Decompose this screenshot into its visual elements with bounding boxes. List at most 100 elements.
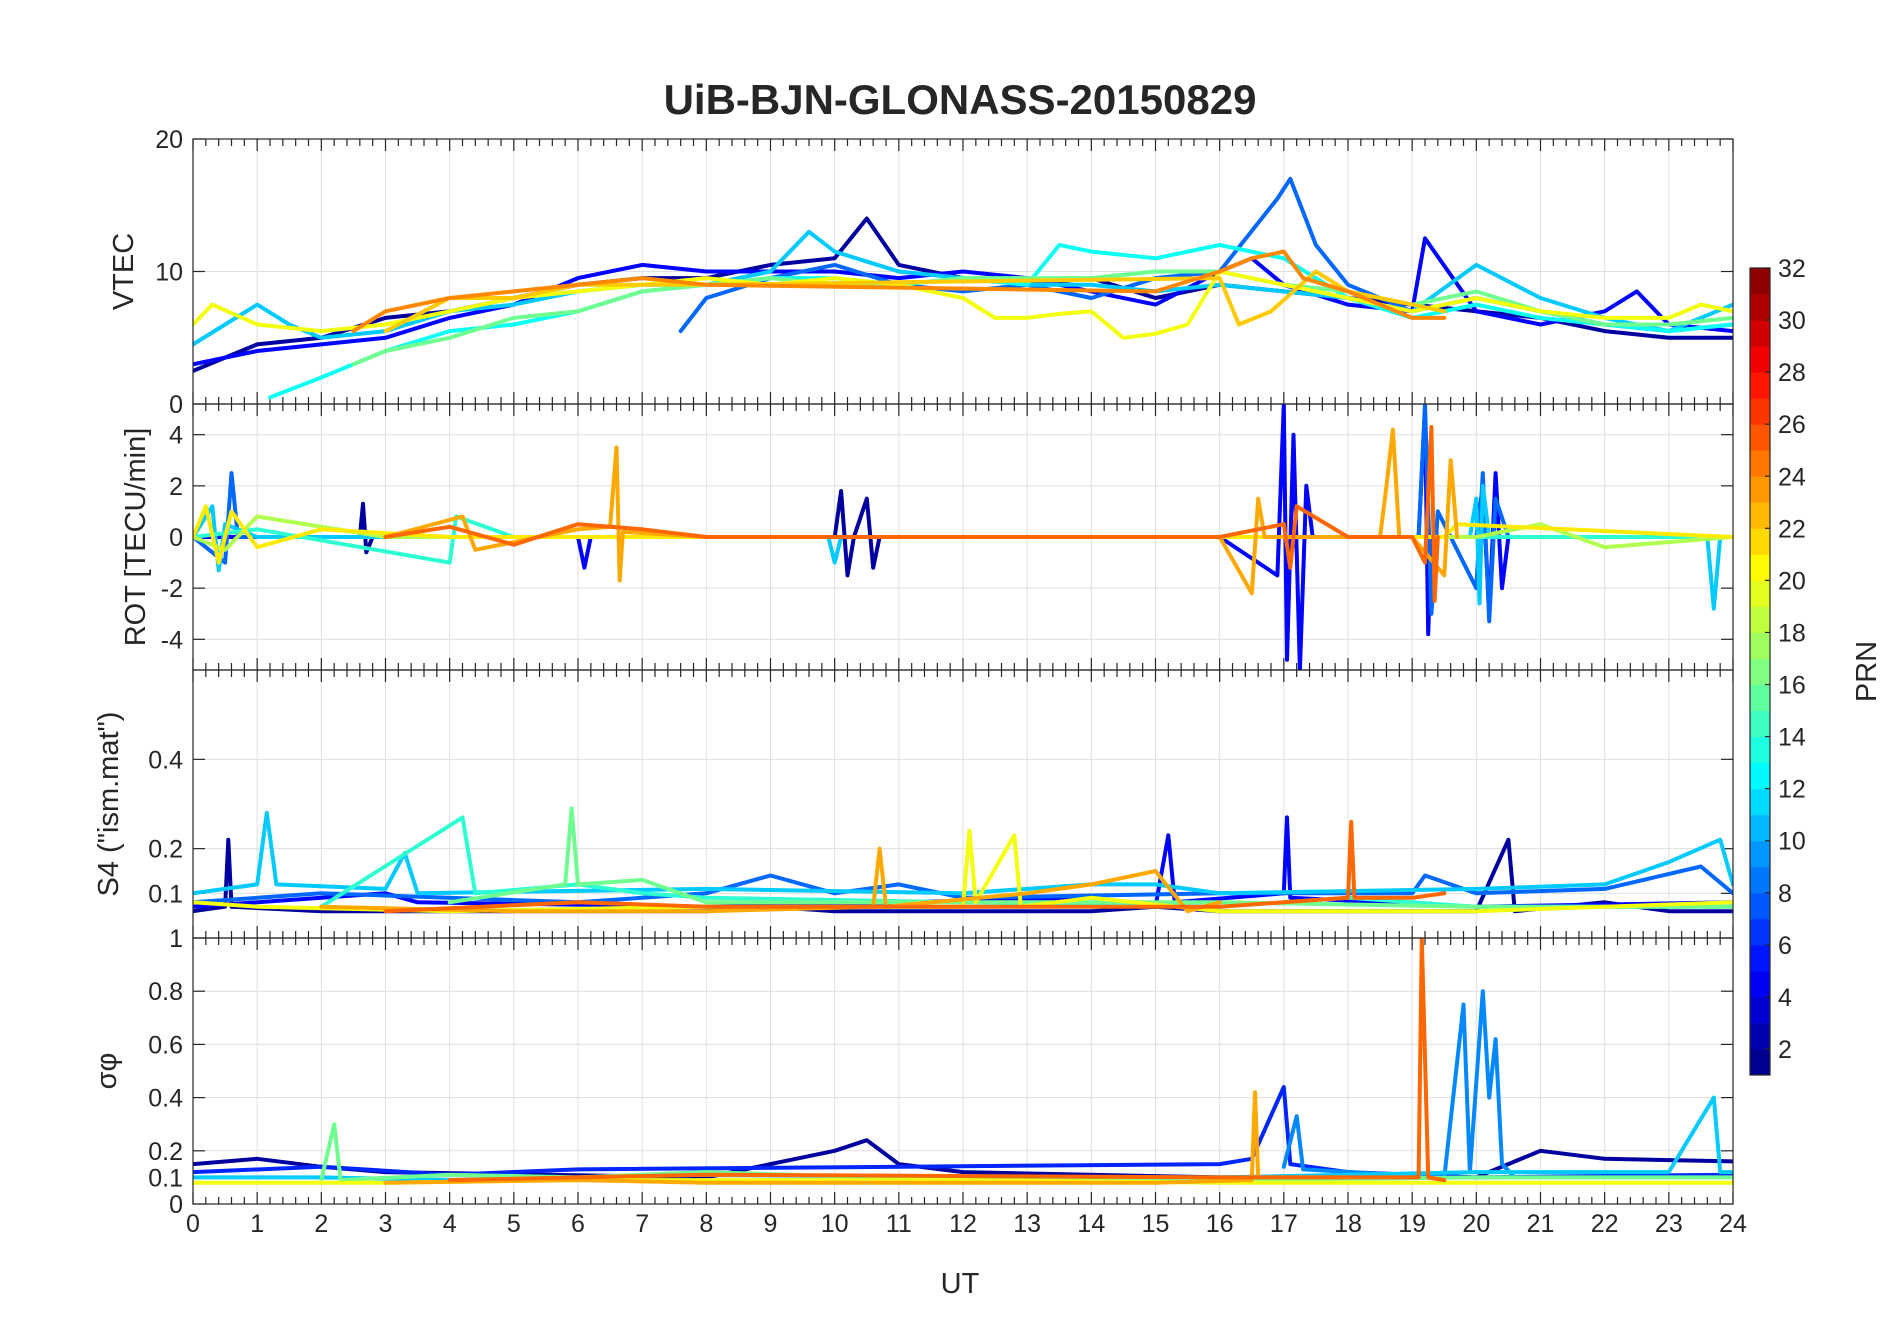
colorbar-segment — [1750, 346, 1770, 373]
colorbar-segment — [1750, 632, 1770, 659]
series-prn-25 — [383, 425, 1440, 603]
y-tick-label: -4 — [161, 626, 183, 654]
series-prn-5 — [193, 815, 1733, 909]
y-tick-label: 4 — [169, 422, 183, 450]
colorbar-segment — [1750, 970, 1770, 998]
x-tick-label: 16 — [1206, 1210, 1234, 1238]
chart-title: UiB-BJN-GLONASS-20150829 — [664, 76, 1257, 123]
x-tick-label: 0 — [186, 1210, 200, 1238]
x-tick-label: 18 — [1334, 1210, 1362, 1238]
colorbar-segment — [1750, 788, 1770, 816]
colorbar-tick-label: 6 — [1778, 932, 1792, 960]
colorbar-segment — [1750, 372, 1770, 399]
x-tick-label: 7 — [635, 1210, 649, 1238]
x-axis-label: UT — [941, 1268, 980, 1300]
colorbar-segment — [1750, 606, 1770, 633]
x-tick-label: 8 — [699, 1210, 713, 1238]
x-tick-label: 1 — [250, 1210, 264, 1238]
y-tick-label: 0.2 — [148, 836, 183, 864]
colorbar-segment — [1750, 502, 1770, 529]
x-tick-label: 2 — [314, 1210, 328, 1238]
colorbar-segment — [1750, 996, 1770, 1024]
colorbar-tick-label: 22 — [1778, 515, 1806, 543]
colorbar-tick-label: 32 — [1778, 255, 1806, 283]
panel-vtec: 0 10 20 VTEC — [108, 126, 1734, 419]
colorbar-tick-label: 14 — [1778, 724, 1806, 752]
x-tick-label: 6 — [571, 1210, 585, 1238]
x-tick-label: 21 — [1527, 1210, 1555, 1238]
colorbar-tick-label: 24 — [1778, 463, 1806, 491]
y-tick-label: 0.1 — [148, 1164, 183, 1192]
colorbar-tick-label: 4 — [1778, 984, 1792, 1012]
y-tick-label: 2 — [169, 473, 183, 501]
y-tick-label: 0.6 — [148, 1031, 183, 1059]
x-tick-label: 13 — [1013, 1210, 1041, 1238]
colorbar-segment — [1750, 892, 1770, 920]
colorbar-tick-label: 28 — [1778, 359, 1806, 387]
series-prn-25 — [383, 819, 1447, 914]
colorbar-segment — [1750, 580, 1770, 607]
x-tick-label: 12 — [949, 1210, 977, 1238]
colorbar-segment — [1750, 762, 1770, 790]
series-prn-14 — [319, 815, 1733, 909]
x-tick-label: 17 — [1270, 1210, 1298, 1238]
x-tick-label: 3 — [379, 1210, 393, 1238]
colorbar-tick-label: 26 — [1778, 411, 1806, 439]
colorbar-segment — [1750, 658, 1770, 686]
colorbar-segment — [1750, 476, 1770, 503]
series-prn-9 — [1281, 989, 1517, 1180]
y-tick-label: 0.4 — [148, 746, 183, 774]
y-tick-label: 0.8 — [148, 978, 183, 1006]
x-axis: 0 1 2 3 4 5 6 7 8 9 10 11 12 13 14 15 16 17 18 19 20 21 22 23 24 — [186, 1210, 1747, 1238]
series-group — [193, 176, 1733, 400]
y-axis-label: VTEC — [108, 233, 140, 310]
colorbar-segment — [1750, 684, 1770, 712]
series-prn-22 — [383, 269, 1447, 334]
colorbar-tick-label: 10 — [1778, 828, 1806, 856]
panel-rot: -4 -2 0 2 4 ROT [TECU/min] — [120, 403, 1734, 671]
x-tick-label: 19 — [1398, 1210, 1426, 1238]
colorbar-segment — [1750, 736, 1770, 764]
y-tick-label: 0.4 — [148, 1085, 183, 1113]
series-prn-11 — [193, 229, 1733, 347]
y-tick-label: 20 — [155, 126, 183, 154]
series-prn-16 — [351, 269, 1733, 367]
series-group — [193, 404, 1733, 670]
y-tick-label: 0.1 — [148, 880, 183, 908]
colorbar-segment — [1750, 398, 1770, 425]
colorbar-segment — [1750, 944, 1770, 972]
colorbar-frame — [1749, 267, 1771, 1076]
y-tick-label: 0 — [169, 1191, 183, 1219]
series-prn-2 — [193, 489, 1733, 578]
series-prn-24 — [351, 249, 1447, 334]
series-prn-23 — [383, 1090, 1350, 1185]
x-tick-label: 9 — [764, 1210, 778, 1238]
x-tick-label: 10 — [821, 1210, 849, 1238]
colorbar-segment — [1750, 320, 1770, 347]
colorbar-tick-label: 18 — [1778, 619, 1806, 647]
colorbar-segment — [1750, 268, 1770, 295]
x-tick-label: 20 — [1462, 1210, 1490, 1238]
x-tick-label: 15 — [1142, 1210, 1170, 1238]
colorbar-tick-label: 8 — [1778, 880, 1792, 908]
series-group — [193, 806, 1733, 914]
colorbar-segment — [1750, 424, 1770, 451]
colorbar-tick-label: 2 — [1778, 1036, 1792, 1064]
colorbar-segment — [1750, 450, 1770, 477]
x-tick-label: 4 — [443, 1210, 457, 1238]
y-tick-label: 0 — [169, 524, 183, 552]
x-tick-label: 23 — [1655, 1210, 1683, 1238]
colorbar-segment — [1750, 528, 1770, 555]
colorbar-label: PRN — [1851, 641, 1883, 702]
colorbar-segment — [1750, 554, 1770, 581]
colorbar-segment — [1750, 294, 1770, 321]
colorbar-segment — [1750, 1048, 1770, 1076]
colorbar-tick-label: 16 — [1778, 672, 1806, 700]
colorbar-segment — [1750, 840, 1770, 868]
y-axis-label: ROT [TECU/min] — [120, 428, 152, 647]
series-prn-13 — [268, 243, 1733, 400]
y-tick-label: 0.2 — [148, 1138, 183, 1166]
